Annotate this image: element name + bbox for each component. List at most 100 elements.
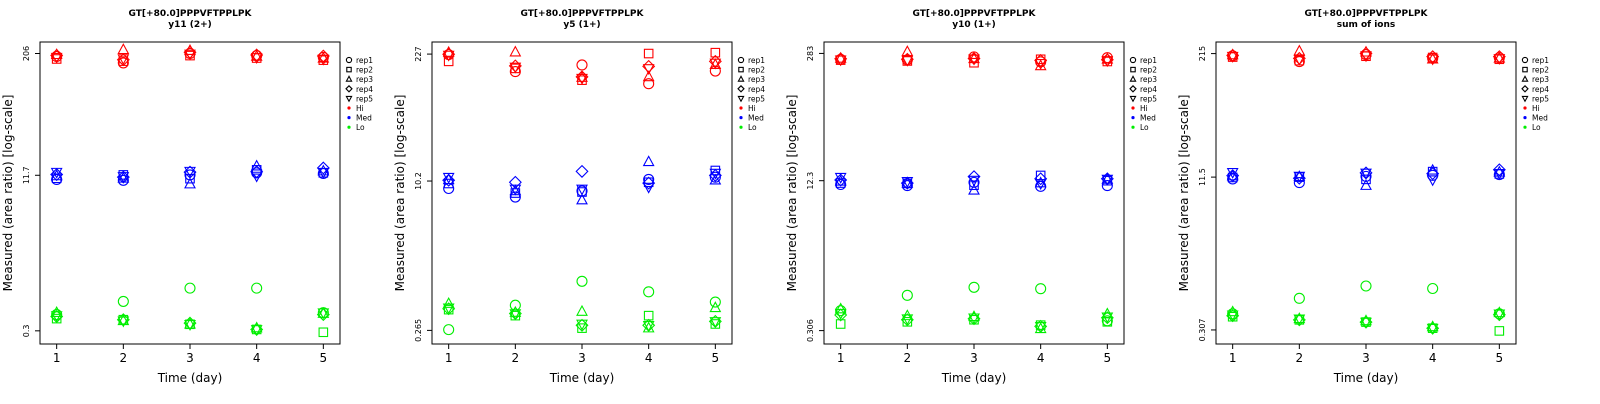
legend-label: rep1 (748, 56, 765, 65)
chart-title: GT[+80.0]PPPVFTPPLPK (521, 9, 645, 19)
data-point-med-rep5 (1426, 175, 1439, 187)
data-point-lo-rep1 (1427, 282, 1439, 295)
data-point-hi-rep5 (709, 58, 722, 70)
data-point-med-rep3 (1101, 172, 1114, 184)
legend-dot-lo (347, 125, 351, 129)
data-point-hi-rep3 (1226, 48, 1239, 60)
data-point-lo-rep3 (834, 302, 847, 314)
data-point-med-rep1 (1293, 177, 1305, 189)
data-point-lo-rep1 (184, 282, 196, 294)
data-point-med-rep1 (968, 176, 980, 188)
plot-frame (39, 41, 341, 345)
data-point-med-rep4 (316, 161, 330, 175)
legend-marker-rep5 (1129, 95, 1137, 103)
data-point-lo-rep1 (117, 295, 129, 307)
data-point-med-rep4 (1226, 169, 1240, 183)
data-point-hi-rep5 (1493, 54, 1506, 66)
x-tick-label: 3 (970, 351, 978, 365)
data-point-med-rep1 (709, 171, 721, 183)
legend-label: rep5 (356, 94, 373, 103)
legend-marker-rep3 (345, 75, 353, 82)
data-point-med-rep5 (317, 167, 330, 179)
data-point-med-rep4 (250, 165, 264, 179)
legend-marker-rep3 (737, 75, 745, 82)
data-point-hi-rep3 (968, 52, 980, 64)
legend-label: Lo (1140, 123, 1149, 132)
data-point-med-rep4 (1292, 171, 1306, 185)
chart-subtitle: y10 (1+) (952, 20, 996, 30)
data-point-med-rep5 (709, 168, 722, 180)
legend-label: rep2 (1532, 66, 1549, 75)
data-point-med-rep4 (575, 164, 589, 178)
legend-label: Med (1140, 114, 1156, 123)
legend-marker-rep4 (737, 85, 745, 93)
y-axis-label: Measured (area ratio) [log-scale] (1, 95, 15, 292)
legend-dot-hi (347, 106, 351, 110)
legend-label: rep2 (356, 66, 373, 75)
data-point-med-rep1 (1101, 180, 1113, 192)
legend-marker-rep3 (1129, 75, 1137, 82)
legend-label: rep2 (748, 66, 765, 75)
data-point-lo-rep5 (1101, 312, 1114, 324)
data-point-hi-rep5 (1226, 51, 1239, 63)
data-point-hi-rep5 (117, 54, 130, 66)
data-point-med-rep2 (969, 180, 979, 191)
data-point-hi-rep5 (1101, 56, 1114, 68)
y-tick-label: 215 (1198, 46, 1207, 61)
data-point-med-rep3 (184, 177, 196, 189)
legend-dot-hi (1523, 106, 1527, 110)
data-point-hi-rep5 (317, 54, 330, 66)
legend-marker-rep5 (1521, 95, 1529, 103)
data-point-hi-rep1 (576, 59, 588, 71)
x-tick-label: 3 (1362, 351, 1370, 365)
x-tick-label: 1 (837, 351, 845, 365)
data-point-lo-rep1 (968, 281, 980, 293)
data-point-lo-rep1 (251, 282, 263, 294)
data-point-med-rep5 (1034, 179, 1047, 191)
data-point-lo-rep3 (1360, 314, 1372, 326)
data-point-lo-rep5 (642, 321, 655, 332)
data-point-med-rep2 (577, 187, 587, 197)
data-point-lo-rep5 (1493, 309, 1506, 321)
data-point-hi-rep5 (250, 53, 263, 65)
data-point-med-rep3 (1360, 178, 1372, 190)
data-point-lo-rep2 (318, 327, 329, 338)
data-point-lo-rep2 (643, 310, 654, 321)
data-point-med-rep5 (1493, 168, 1506, 180)
data-point-med-rep4 (1034, 172, 1048, 186)
data-point-lo-rep5 (442, 303, 455, 315)
data-point-med-rep5 (250, 171, 263, 183)
x-tick-label: 4 (1037, 351, 1045, 365)
x-tick-label: 5 (320, 351, 328, 365)
legend-label: rep1 (1140, 56, 1157, 65)
legend-label: Med (356, 114, 372, 123)
y-tick-label: 12.3 (806, 172, 815, 190)
data-point-med-rep1 (1227, 173, 1239, 185)
data-point-hi-rep2 (443, 56, 454, 67)
data-point-lo-rep5 (901, 314, 914, 326)
data-point-hi-rep3 (576, 70, 588, 82)
data-point-med-rep1 (901, 180, 913, 192)
data-point-med-rep5 (576, 184, 588, 196)
legend-label: rep5 (748, 94, 765, 103)
data-point-med-rep4 (442, 173, 456, 187)
legend-label: rep5 (1532, 94, 1549, 103)
legend-marker-rep5 (737, 95, 745, 103)
legend-label: Hi (356, 104, 364, 113)
data-point-lo-rep5 (184, 319, 196, 331)
x-tick-label: 4 (253, 351, 261, 365)
data-point-med-rep5 (117, 172, 130, 184)
data-point-med-rep1 (1360, 170, 1372, 182)
data-point-med-rep1 (835, 178, 847, 191)
legend-label: rep3 (1140, 75, 1157, 84)
legend-marker-rep1 (737, 56, 745, 64)
data-point-hi-rep1 (968, 51, 980, 63)
data-point-lo-rep5 (117, 316, 130, 328)
x-tick-label: 1 (445, 351, 453, 365)
x-tick-label: 3 (186, 351, 194, 365)
legend-label: rep1 (1532, 56, 1549, 65)
y-tick-label: 11.5 (1198, 168, 1207, 186)
data-point-lo-rep5 (1226, 310, 1239, 322)
legend-dot-med (1131, 116, 1135, 120)
